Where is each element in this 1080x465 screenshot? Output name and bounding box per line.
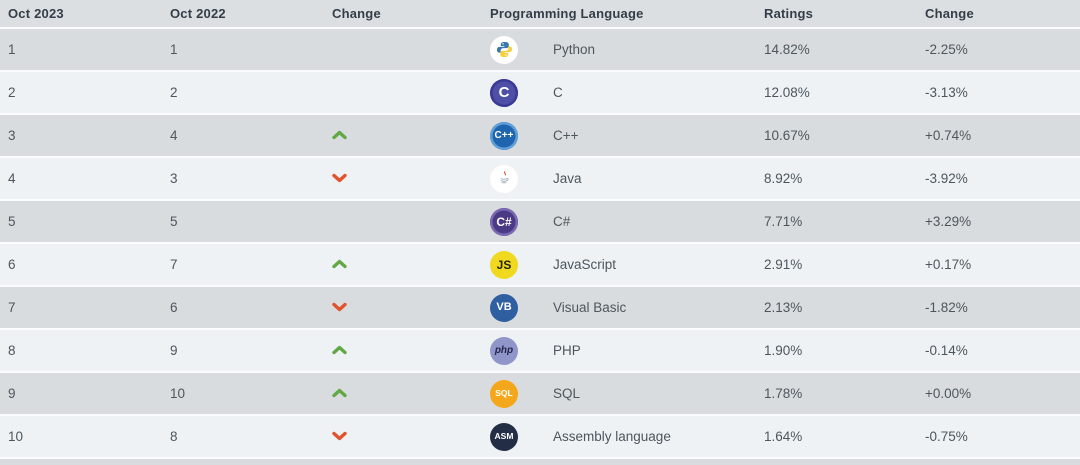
- language-name: C#: [553, 214, 571, 229]
- rank-current: 4: [8, 171, 16, 186]
- rank-current: 10: [8, 429, 24, 444]
- header-ratings: Ratings: [764, 6, 814, 21]
- rank-current: 6: [8, 257, 16, 272]
- language-name: C++: [553, 128, 579, 143]
- rating-value: 1.64%: [764, 429, 803, 444]
- rating-change-value: -1.82%: [925, 300, 968, 315]
- table-row: 5 5 C# C# 7.71% +3.29%: [0, 201, 1080, 244]
- table-row: 8 9 php PHP 1.90% -0.14%: [0, 330, 1080, 373]
- rank-current: 5: [8, 214, 16, 229]
- rating-change-value: -0.14%: [925, 343, 968, 358]
- rank-down-icon: [332, 431, 347, 441]
- header-rank-change: Change: [332, 6, 381, 21]
- rating-value: 7.71%: [764, 214, 803, 229]
- rank-up-icon: [332, 259, 347, 269]
- language-name: SQL: [553, 386, 581, 401]
- rating-change-value: +3.29%: [925, 214, 972, 229]
- csharp-logo-icon: C#: [490, 207, 518, 236]
- table-body: 1 1 Python 14.82% -2.25% 2 2 C C: [0, 29, 1080, 459]
- rating-change-value: +0.74%: [925, 128, 972, 143]
- rank-previous: 5: [170, 214, 178, 229]
- rating-change-value: -3.92%: [925, 171, 968, 186]
- sql-logo-icon: SQL: [490, 379, 518, 408]
- next-row-partial-strip: [0, 459, 1080, 465]
- rank-current: 1: [8, 42, 16, 57]
- table-row: 2 2 C C 12.08% -3.13%: [0, 72, 1080, 115]
- rating-value: 1.90%: [764, 343, 803, 358]
- rank-current: 3: [8, 128, 16, 143]
- rating-change-value: -2.25%: [925, 42, 968, 57]
- rank-previous: 7: [170, 257, 178, 272]
- rating-value: 10.67%: [764, 128, 810, 143]
- table-row: 3 4 C++ C++ 10.67% +0.74%: [0, 115, 1080, 158]
- rank-up-icon: [332, 388, 347, 398]
- rating-value: 1.78%: [764, 386, 803, 401]
- rank-previous: 6: [170, 300, 178, 315]
- rank-previous: 8: [170, 429, 178, 444]
- header-oct-2023: Oct 2023: [8, 6, 64, 21]
- header-ratings-change: Change: [925, 6, 974, 21]
- language-name: Visual Basic: [553, 300, 627, 315]
- table-row: 10 8 ASM Assembly language 1.64% -0.75%: [0, 416, 1080, 459]
- rank-current: 8: [8, 343, 16, 358]
- visual-basic-logo-icon: VB: [490, 293, 518, 322]
- php-logo-icon: php: [490, 336, 518, 365]
- rating-change-value: +0.00%: [925, 386, 972, 401]
- rank-previous: 2: [170, 85, 178, 100]
- rank-current: 9: [8, 386, 16, 401]
- rank-previous: 4: [170, 128, 178, 143]
- assembly-logo-icon: ASM: [490, 422, 518, 451]
- java-logo-icon: [490, 164, 518, 193]
- table-header-row: Oct 2023 Oct 2022 Change Programming Lan…: [0, 0, 1080, 29]
- table-row: 6 7 JS JavaScript 2.91% +0.17%: [0, 244, 1080, 287]
- table-row: 7 6 VB Visual Basic 2.13% -1.82%: [0, 287, 1080, 330]
- rank-up-icon: [332, 345, 347, 355]
- rating-value: 8.92%: [764, 171, 803, 186]
- rank-down-icon: [332, 302, 347, 312]
- language-name: PHP: [553, 343, 581, 358]
- language-name: JavaScript: [553, 257, 617, 272]
- rank-previous: 9: [170, 343, 178, 358]
- rank-previous: 3: [170, 171, 178, 186]
- table-row: 1 1 Python 14.82% -2.25%: [0, 29, 1080, 72]
- table-row: 4 3 Java 8.92% -3.92%: [0, 158, 1080, 201]
- rating-change-value: -3.13%: [925, 85, 968, 100]
- rank-up-icon: [332, 130, 347, 140]
- rating-value: 12.08%: [764, 85, 810, 100]
- rank-current: 2: [8, 85, 16, 100]
- table-row: 9 10 SQL SQL 1.78% +0.00%: [0, 373, 1080, 416]
- rating-change-value: +0.17%: [925, 257, 972, 272]
- rating-value: 2.13%: [764, 300, 803, 315]
- c-logo-icon: C: [490, 78, 518, 107]
- rank-down-icon: [332, 173, 347, 183]
- rating-value: 14.82%: [764, 42, 810, 57]
- rank-previous: 1: [170, 42, 178, 57]
- language-name: C: [553, 85, 563, 100]
- language-name: Java: [553, 171, 582, 186]
- javascript-logo-icon: JS: [490, 250, 518, 279]
- cpp-logo-icon: C++: [490, 121, 518, 150]
- rank-current: 7: [8, 300, 16, 315]
- header-oct-2022: Oct 2022: [170, 6, 226, 21]
- header-programming-language: Programming Language: [490, 6, 644, 21]
- rating-value: 2.91%: [764, 257, 803, 272]
- language-name: Assembly language: [553, 429, 671, 444]
- rating-change-value: -0.75%: [925, 429, 968, 444]
- rank-previous: 10: [170, 386, 186, 401]
- python-logo-icon: [490, 35, 518, 64]
- language-name: Python: [553, 42, 596, 57]
